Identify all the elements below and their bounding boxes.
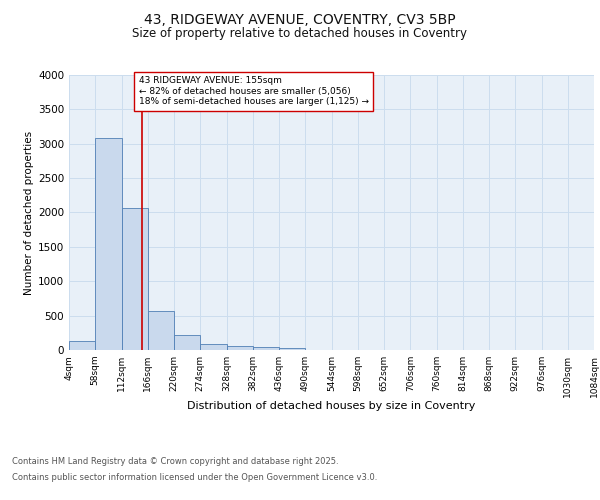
Text: Contains HM Land Registry data © Crown copyright and database right 2025.: Contains HM Land Registry data © Crown c… xyxy=(12,458,338,466)
Bar xyxy=(253,346,279,350)
Bar xyxy=(227,346,253,350)
Text: Contains public sector information licensed under the Open Government Licence v3: Contains public sector information licen… xyxy=(12,472,377,482)
Text: 43, RIDGEWAY AVENUE, COVENTRY, CV3 5BP: 43, RIDGEWAY AVENUE, COVENTRY, CV3 5BP xyxy=(144,12,456,26)
Bar xyxy=(95,138,121,350)
Y-axis label: Number of detached properties: Number of detached properties xyxy=(24,130,34,294)
Bar xyxy=(148,311,174,350)
Bar xyxy=(174,334,200,350)
X-axis label: Distribution of detached houses by size in Coventry: Distribution of detached houses by size … xyxy=(187,401,476,411)
Bar xyxy=(69,341,95,350)
Text: 43 RIDGEWAY AVENUE: 155sqm
← 82% of detached houses are smaller (5,056)
18% of s: 43 RIDGEWAY AVENUE: 155sqm ← 82% of deta… xyxy=(139,76,368,106)
Bar xyxy=(279,348,305,350)
Text: Size of property relative to detached houses in Coventry: Size of property relative to detached ho… xyxy=(133,28,467,40)
Bar xyxy=(121,208,148,350)
Bar xyxy=(200,344,227,350)
